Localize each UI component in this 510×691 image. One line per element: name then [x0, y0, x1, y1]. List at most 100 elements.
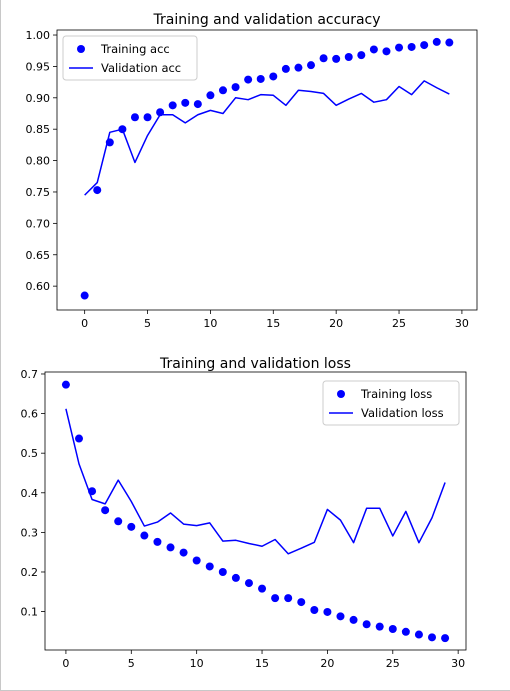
data-point-training-loss [349, 615, 358, 624]
data-point-training-acc [130, 113, 139, 122]
data-point-training-acc [281, 64, 290, 73]
x-tick-label: 10 [203, 317, 217, 330]
y-tick-label: 1.00 [26, 29, 51, 42]
y-tick-label: 0.75 [26, 186, 51, 199]
x-tick-label: 5 [144, 317, 151, 330]
x-tick-label: 20 [320, 657, 334, 670]
y-tick-label: 0.1 [21, 606, 39, 619]
data-point-training-acc [294, 63, 303, 72]
data-point-training-acc [93, 186, 102, 195]
legend-entry: Training acc [100, 42, 170, 56]
legend-entry: Training loss [360, 387, 432, 401]
plot-frame [56, 29, 478, 311]
data-point-training-loss [284, 594, 293, 603]
x-tick-label: 30 [451, 657, 465, 670]
data-point-training-acc [420, 41, 429, 50]
data-point-training-loss [414, 630, 423, 639]
chart-title: Training and validation loss [159, 356, 351, 372]
data-point-training-acc [269, 72, 278, 81]
data-point-training-loss [258, 584, 267, 593]
y-tick-label: 0.5 [21, 447, 39, 460]
x-tick-label: 25 [386, 657, 400, 670]
legend-entry: Validation acc [101, 61, 181, 75]
data-point-training-loss [74, 434, 83, 443]
data-point-training-loss [244, 579, 253, 588]
data-point-training-loss [388, 625, 397, 634]
data-point-training-loss [428, 633, 437, 642]
y-tick-label: 0.70 [26, 217, 51, 230]
x-tick-label: 0 [81, 317, 88, 330]
x-tick-label: 15 [255, 657, 269, 670]
x-tick-label: 20 [329, 317, 343, 330]
data-point-training-loss [114, 517, 123, 526]
data-point-training-acc [80, 291, 89, 300]
series-line-validation-acc [84, 80, 450, 196]
data-point-training-loss [192, 556, 201, 565]
data-point-training-acc [193, 100, 202, 109]
data-point-training-acc [445, 38, 454, 47]
data-point-training-acc [218, 86, 227, 95]
y-tick-label: 0.85 [26, 123, 51, 136]
y-tick-label: 0.2 [21, 566, 39, 579]
data-point-training-acc [231, 83, 240, 92]
x-tick-label: 15 [266, 317, 280, 330]
data-point-training-loss [101, 506, 110, 515]
data-point-training-loss [336, 612, 345, 621]
data-point-training-loss [153, 537, 162, 546]
data-point-training-loss [127, 522, 136, 531]
legend-dot-swatch [337, 390, 345, 398]
data-point-training-loss [375, 622, 384, 631]
legend-box [62, 35, 198, 81]
data-point-training-loss [401, 627, 410, 636]
chart-accuracy: Training and validation accuracy 0 5 10 15 20… [26, 12, 478, 330]
data-point-training-acc [244, 75, 253, 84]
data-point-training-acc [332, 54, 341, 63]
data-point-training-loss [231, 573, 240, 582]
plot-frame [44, 371, 467, 651]
data-point-training-loss [362, 620, 371, 629]
data-point-training-loss [310, 606, 319, 615]
data-point-training-acc [319, 54, 328, 63]
y-tick-label: 0.80 [26, 155, 51, 168]
legend: Training acc Validation acc [62, 35, 198, 81]
data-point-training-loss [271, 594, 280, 603]
x-tick-label: 0 [62, 657, 69, 670]
data-point-training-acc [206, 91, 215, 100]
y-tick-label: 0.4 [21, 487, 39, 500]
x-tick-label: 30 [455, 317, 469, 330]
data-point-training-acc [168, 101, 177, 110]
data-point-training-acc [357, 51, 366, 60]
data-point-training-acc [369, 45, 378, 54]
y-tick-label: 0.3 [21, 526, 39, 539]
y-tick-label: 0.90 [26, 92, 51, 105]
data-point-training-loss [297, 598, 306, 607]
data-point-training-loss [61, 380, 70, 389]
data-point-training-acc [344, 52, 353, 61]
x-tick-label: 25 [392, 317, 406, 330]
data-point-training-acc [432, 37, 441, 46]
data-point-training-loss [323, 607, 332, 616]
data-point-training-loss [218, 567, 227, 576]
y-tick-label: 0.6 [21, 408, 39, 421]
data-point-training-loss [140, 531, 149, 540]
data-point-training-loss [179, 548, 188, 557]
x-tick-label: 10 [190, 657, 204, 670]
y-tick-label: 0.95 [26, 60, 51, 73]
data-point-training-acc [407, 42, 416, 51]
data-point-training-acc [256, 74, 265, 83]
data-point-training-loss [166, 543, 175, 552]
data-point-training-acc [143, 113, 152, 122]
y-tick-label: 0.65 [26, 249, 51, 262]
data-point-training-loss [205, 562, 214, 571]
legend-dot-swatch [77, 45, 85, 53]
data-point-training-acc [382, 47, 391, 56]
data-point-training-acc [181, 98, 190, 107]
series-line-validation-loss [65, 408, 446, 555]
y-tick-label: 0.7 [21, 368, 39, 381]
x-tick-label: 5 [128, 657, 135, 670]
data-point-training-acc [395, 43, 404, 52]
data-point-training-loss [441, 634, 450, 643]
legend-box [322, 380, 460, 426]
